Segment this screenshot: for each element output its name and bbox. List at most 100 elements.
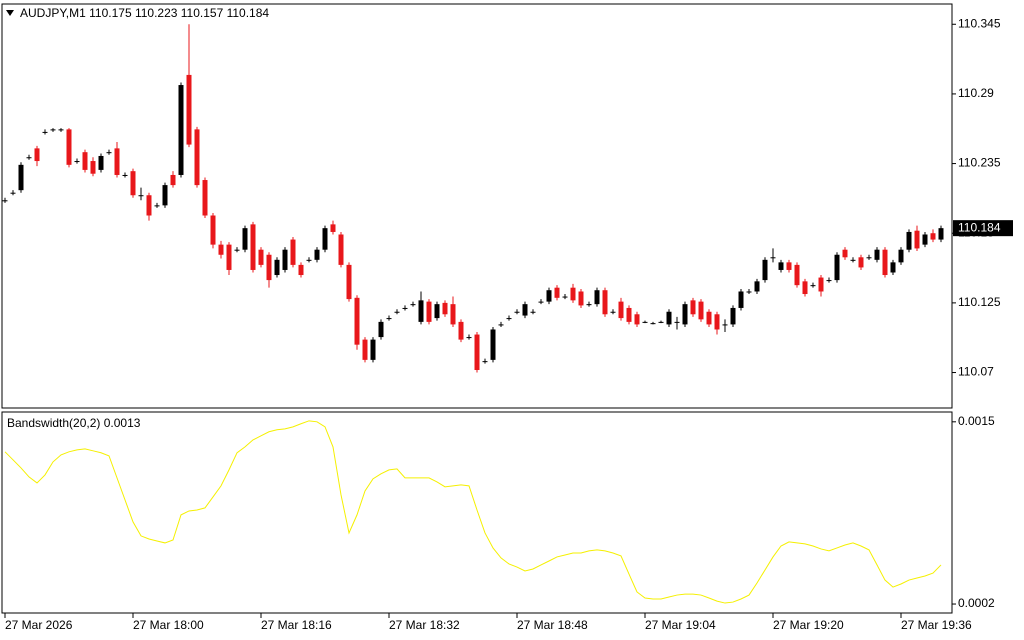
- candle-body: [818, 277, 824, 292]
- candle-body: [330, 224, 336, 232]
- candle-body: [498, 324, 504, 326]
- candle-body: [186, 74, 192, 145]
- candle-body: [74, 161, 80, 163]
- chart-title: AUDJPY,M1 110.175 110.223 110.157 110.18…: [20, 6, 269, 20]
- candle-body: [490, 329, 496, 360]
- candle-body: [890, 262, 896, 273]
- candle-body: [554, 287, 560, 298]
- candle-body: [410, 304, 416, 306]
- y-tick-label: 110.125: [958, 295, 1001, 309]
- y-tick-label: 0.0015: [958, 414, 995, 428]
- candle-body: [314, 249, 320, 260]
- candle-body: [650, 323, 656, 325]
- candle-body: [786, 262, 792, 270]
- candle-body: [538, 301, 544, 303]
- candle-body: [42, 131, 48, 133]
- candle-body: [426, 301, 432, 322]
- candle-body: [738, 291, 744, 308]
- candle-body: [250, 224, 256, 270]
- x-tick-label: 27 Mar 18:32: [389, 618, 460, 632]
- candle-body: [562, 296, 568, 298]
- candle-body: [242, 228, 248, 250]
- candle-body: [802, 281, 808, 295]
- x-tick-label: 27 Mar 19:36: [901, 618, 972, 632]
- candle-body: [610, 311, 616, 313]
- candle-body: [722, 324, 728, 326]
- candle-body: [874, 249, 880, 260]
- indicator-panel: [1, 411, 953, 614]
- candle-body: [578, 291, 584, 306]
- candle-body: [274, 259, 280, 276]
- candle-body: [170, 174, 176, 186]
- candle-body: [2, 200, 8, 202]
- bandwidth-line: [4, 420, 942, 604]
- candle-body: [730, 307, 736, 325]
- candle-body: [266, 254, 272, 281]
- last-price-label: 110.184: [958, 220, 1001, 234]
- candle-body: [762, 259, 768, 281]
- candle-body: [10, 192, 16, 194]
- candle-body: [530, 311, 536, 313]
- candle-body: [234, 249, 240, 251]
- y-tick-label: 110.07: [958, 365, 994, 379]
- last-price-box: [953, 220, 1013, 237]
- candle-body: [306, 259, 312, 261]
- candle-body: [154, 205, 160, 207]
- y-tick-label: 110.345: [958, 16, 1001, 30]
- candle-body: [18, 164, 24, 191]
- candle-body: [226, 244, 232, 270]
- candle-body: [586, 304, 592, 306]
- candle-body: [378, 321, 384, 338]
- candle-body: [770, 257, 776, 259]
- x-tick-label: 27 Mar 19:04: [645, 618, 716, 632]
- candle-body: [402, 307, 408, 309]
- candle-body: [106, 152, 112, 154]
- candle-body: [706, 311, 712, 325]
- candle-body: [698, 301, 704, 320]
- candle-body: [666, 311, 672, 325]
- candle-body: [450, 304, 456, 325]
- candle-body: [138, 195, 144, 197]
- candle-body: [882, 249, 888, 276]
- candle-body: [394, 311, 400, 313]
- candle-body: [434, 304, 440, 319]
- x-tick-label: 27 Mar 19:20: [773, 618, 844, 632]
- candle-body: [658, 321, 664, 323]
- y-tick-label: 0.0002: [958, 596, 995, 610]
- candle-body: [506, 318, 512, 320]
- candle-body: [634, 314, 640, 325]
- candle-body: [474, 334, 480, 371]
- candle-body: [858, 257, 864, 268]
- candle-body: [682, 304, 688, 325]
- candle-body: [90, 161, 96, 174]
- candle-body: [850, 259, 856, 261]
- candle-body: [906, 231, 912, 250]
- candle-body: [82, 152, 88, 170]
- candle-body: [418, 300, 424, 322]
- x-tick-label: 27 Mar 18:16: [261, 618, 332, 632]
- candle-body: [866, 257, 872, 259]
- candle-body: [58, 129, 64, 131]
- candle-body: [714, 314, 720, 330]
- candle-body: [354, 297, 360, 345]
- candle-body: [298, 264, 304, 276]
- candle-body: [938, 228, 944, 240]
- candle-body: [674, 321, 680, 323]
- candle-body: [642, 321, 648, 323]
- candle-body: [514, 311, 520, 313]
- candle-body: [618, 301, 624, 319]
- candle-body: [466, 337, 472, 339]
- candle-body: [810, 285, 816, 287]
- symbol-menu-icon[interactable]: [6, 10, 14, 16]
- candle-body: [922, 234, 928, 245]
- candle-body: [442, 302, 448, 315]
- candle-body: [482, 361, 488, 363]
- candle-body: [794, 264, 800, 286]
- candle-body: [690, 300, 696, 315]
- candle-body: [98, 155, 104, 170]
- candle-body: [930, 233, 936, 240]
- candle-body: [778, 262, 784, 270]
- candle-body: [626, 307, 632, 322]
- candle-body: [322, 228, 328, 250]
- candle-body: [602, 290, 608, 315]
